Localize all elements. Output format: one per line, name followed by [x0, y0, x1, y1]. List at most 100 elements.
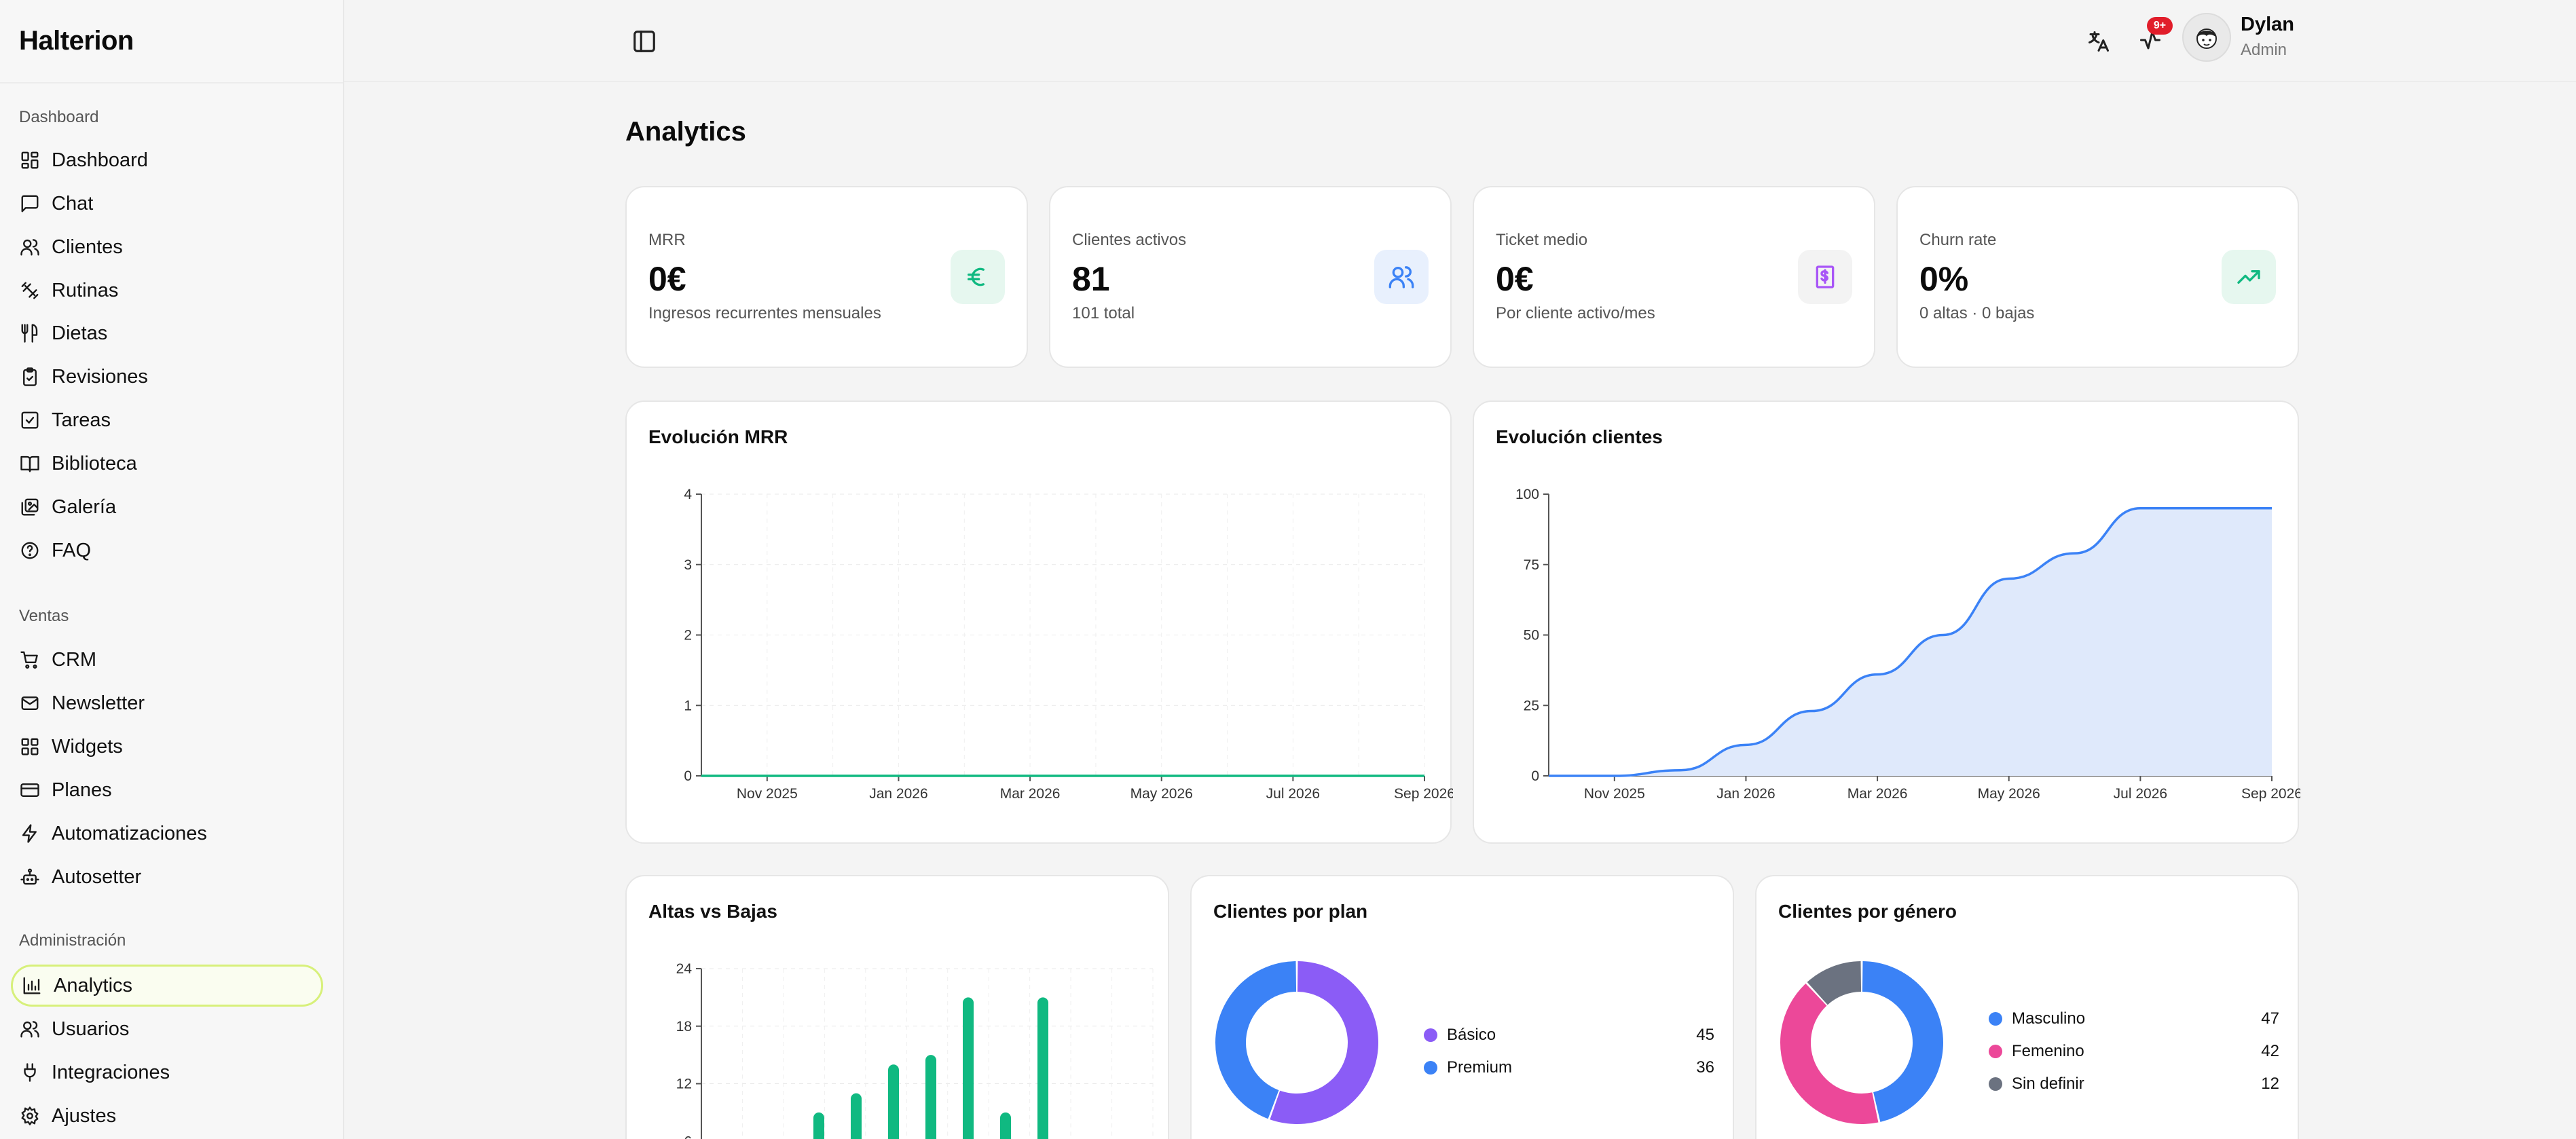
mail-icon [19, 692, 41, 714]
legend-dot [1989, 1045, 2002, 1058]
kpi-subtitle: Por cliente activo/mes [1496, 304, 1655, 322]
sidebar-item-clientes[interactable]: Clientes [11, 226, 323, 268]
kpi-value: 0% [1919, 260, 1969, 298]
legend-dot [1424, 1028, 1437, 1042]
x-tick-label: Nov 2025 [737, 786, 798, 802]
sidebar-item-revisiones[interactable]: Revisiones [11, 356, 323, 398]
sidebar-item-dashboard[interactable]: Dashboard [11, 139, 323, 181]
sidebar-item-usuarios[interactable]: Usuarios [11, 1008, 323, 1050]
clients-chart-card: Evolución clientes 0 25 50 75 100 Nov 2025 Jan… [1473, 400, 2300, 844]
sidebar-item-ajustes[interactable]: Ajustes [11, 1095, 323, 1137]
topbar [344, 0, 2576, 82]
section-title-ventas: Ventas [19, 607, 69, 625]
help-circle-icon [19, 540, 41, 561]
gender-legend-femenino: Femenino [1989, 1042, 2084, 1061]
sidebar-item-automatizaciones[interactable]: Automatizaciones [11, 813, 323, 855]
donut-slice-basico[interactable] [1270, 961, 1378, 1124]
sidebar-item-label: Ajustes [52, 1104, 117, 1127]
gender-legend-masculino: Masculino [1989, 1009, 2085, 1028]
plan-legend-basico: Básico [1424, 1026, 1496, 1045]
sidebar-item-newsletter[interactable]: Newsletter [11, 682, 323, 724]
x-tick-label: Jan 2026 [869, 786, 927, 802]
sidebar-item-label: Clientes [52, 236, 123, 258]
gear-icon [19, 1105, 41, 1127]
gender-legend-masculino-value: 47 [2261, 1009, 2279, 1028]
gender-legend-femenino-value: 42 [2261, 1042, 2279, 1060]
credit-card-icon [19, 779, 41, 801]
sidebar-item-tareas[interactable]: Tareas [11, 399, 323, 441]
sidebar-item-planes[interactable]: Planes [11, 769, 323, 811]
gender-chart-card: Clientes por género Masculino 47 Femenin… [1755, 875, 2299, 1139]
y-tick-label: 100 [1515, 487, 1539, 502]
sidebar-item-galeria[interactable]: Galería [11, 486, 323, 528]
receipt-icon [1798, 250, 1852, 304]
bar-altas [888, 1064, 899, 1139]
sidebar-item-chat[interactable]: Chat [11, 183, 323, 225]
plan-legend-premium-value: 36 [1696, 1058, 1714, 1077]
sidebar-item-label: Analytics [54, 974, 133, 996]
utensils-icon [19, 322, 41, 344]
sidebar-item-label: Autosetter [52, 865, 142, 888]
y-tick-label: 1 [684, 698, 692, 713]
sidebar-item-biblioteca[interactable]: Biblioteca [11, 443, 323, 485]
sidebar-toggle-icon[interactable] [629, 27, 660, 56]
plan-donut-chart [1215, 961, 1378, 1124]
user-name[interactable]: Dylan [2241, 14, 2294, 35]
sidebar-item-widgets[interactable]: Widgets [11, 726, 323, 768]
gender-donut-chart [1780, 961, 1943, 1124]
x-tick-label: May 2026 [1978, 786, 2040, 802]
bar-chart-icon [21, 975, 43, 996]
donut-slice-premium[interactable] [1215, 961, 1297, 1119]
user-role: Admin [2241, 41, 2287, 59]
chat-icon [19, 193, 41, 214]
sidebar-item-label: Tareas [52, 409, 111, 431]
users-icon [19, 1018, 41, 1040]
users-icon [1374, 250, 1429, 304]
avatar[interactable] [2182, 13, 2231, 62]
kpi-card-mrr: MRR 0€ Ingresos recurrentes mensuales [625, 186, 1028, 368]
donut-slice-femenino[interactable] [1780, 983, 1879, 1124]
sidebar-item-label: Dietas [52, 322, 108, 344]
sidebar-item-autosetter[interactable]: Autosetter [11, 856, 323, 898]
plan-legend-premium: Premium [1424, 1058, 1512, 1077]
euro-icon [951, 250, 1005, 304]
kpi-card-clientes-activos: Clientes activos 81 101 total [1049, 186, 1452, 368]
widgets-icon [19, 736, 41, 758]
users-icon [19, 236, 41, 258]
bot-icon [19, 866, 41, 888]
donut-slice-sin-definir[interactable] [1807, 961, 1862, 1005]
sidebar-item-rutinas[interactable]: Rutinas [11, 269, 323, 312]
altas-bajas-chart: 6 12 18 24 [676, 961, 1154, 1139]
bar-altas [925, 1055, 936, 1139]
sidebar-item-label: FAQ [52, 539, 92, 561]
x-tick-label: Jul 2026 [1266, 786, 1320, 802]
x-tick-label: Mar 2026 [1847, 786, 1908, 802]
altas-bajas-title: Altas vs Bajas [648, 901, 777, 922]
kpi-label: MRR [648, 231, 686, 249]
sidebar-item-label: Integraciones [52, 1061, 170, 1083]
sidebar-item-crm[interactable]: CRM [11, 639, 323, 681]
sidebar-item-analytics[interactable]: Analytics [11, 965, 323, 1007]
gender-legend-sin-definir: Sin definir [1989, 1075, 2084, 1094]
x-tick-label: Nov 2025 [1584, 786, 1645, 802]
sidebar-item-dietas[interactable]: Dietas [11, 312, 323, 354]
sidebar-item-label: Galería [52, 496, 117, 518]
kpi-value: 81 [1072, 260, 1110, 298]
activity-icon[interactable] [2136, 26, 2165, 54]
brand-logo[interactable]: Halterion [19, 26, 134, 56]
kpi-subtitle: 101 total [1072, 304, 1135, 322]
y-tick-label: 18 [676, 1019, 692, 1034]
kpi-subtitle: 0 altas · 0 bajas [1919, 304, 2035, 322]
sidebar-item-label: Widgets [52, 735, 123, 758]
trending-up-icon [2222, 250, 2276, 304]
donut-slice-masculino[interactable] [1862, 961, 1943, 1122]
sidebar-item-integraciones[interactable]: Integraciones [11, 1051, 323, 1094]
y-tick-label: 24 [676, 961, 693, 977]
sidebar-item-faq[interactable]: FAQ [11, 529, 323, 572]
kpi-card-churn-rate: Churn rate 0% 0 altas · 0 bajas [1896, 186, 2299, 368]
notification-badge: 9+ [2147, 17, 2173, 35]
y-tick-label: 3 [684, 557, 692, 573]
sidebar-item-label: Automatizaciones [52, 822, 207, 844]
y-tick-label: 12 [676, 1077, 692, 1092]
translate-icon[interactable] [2084, 27, 2113, 56]
